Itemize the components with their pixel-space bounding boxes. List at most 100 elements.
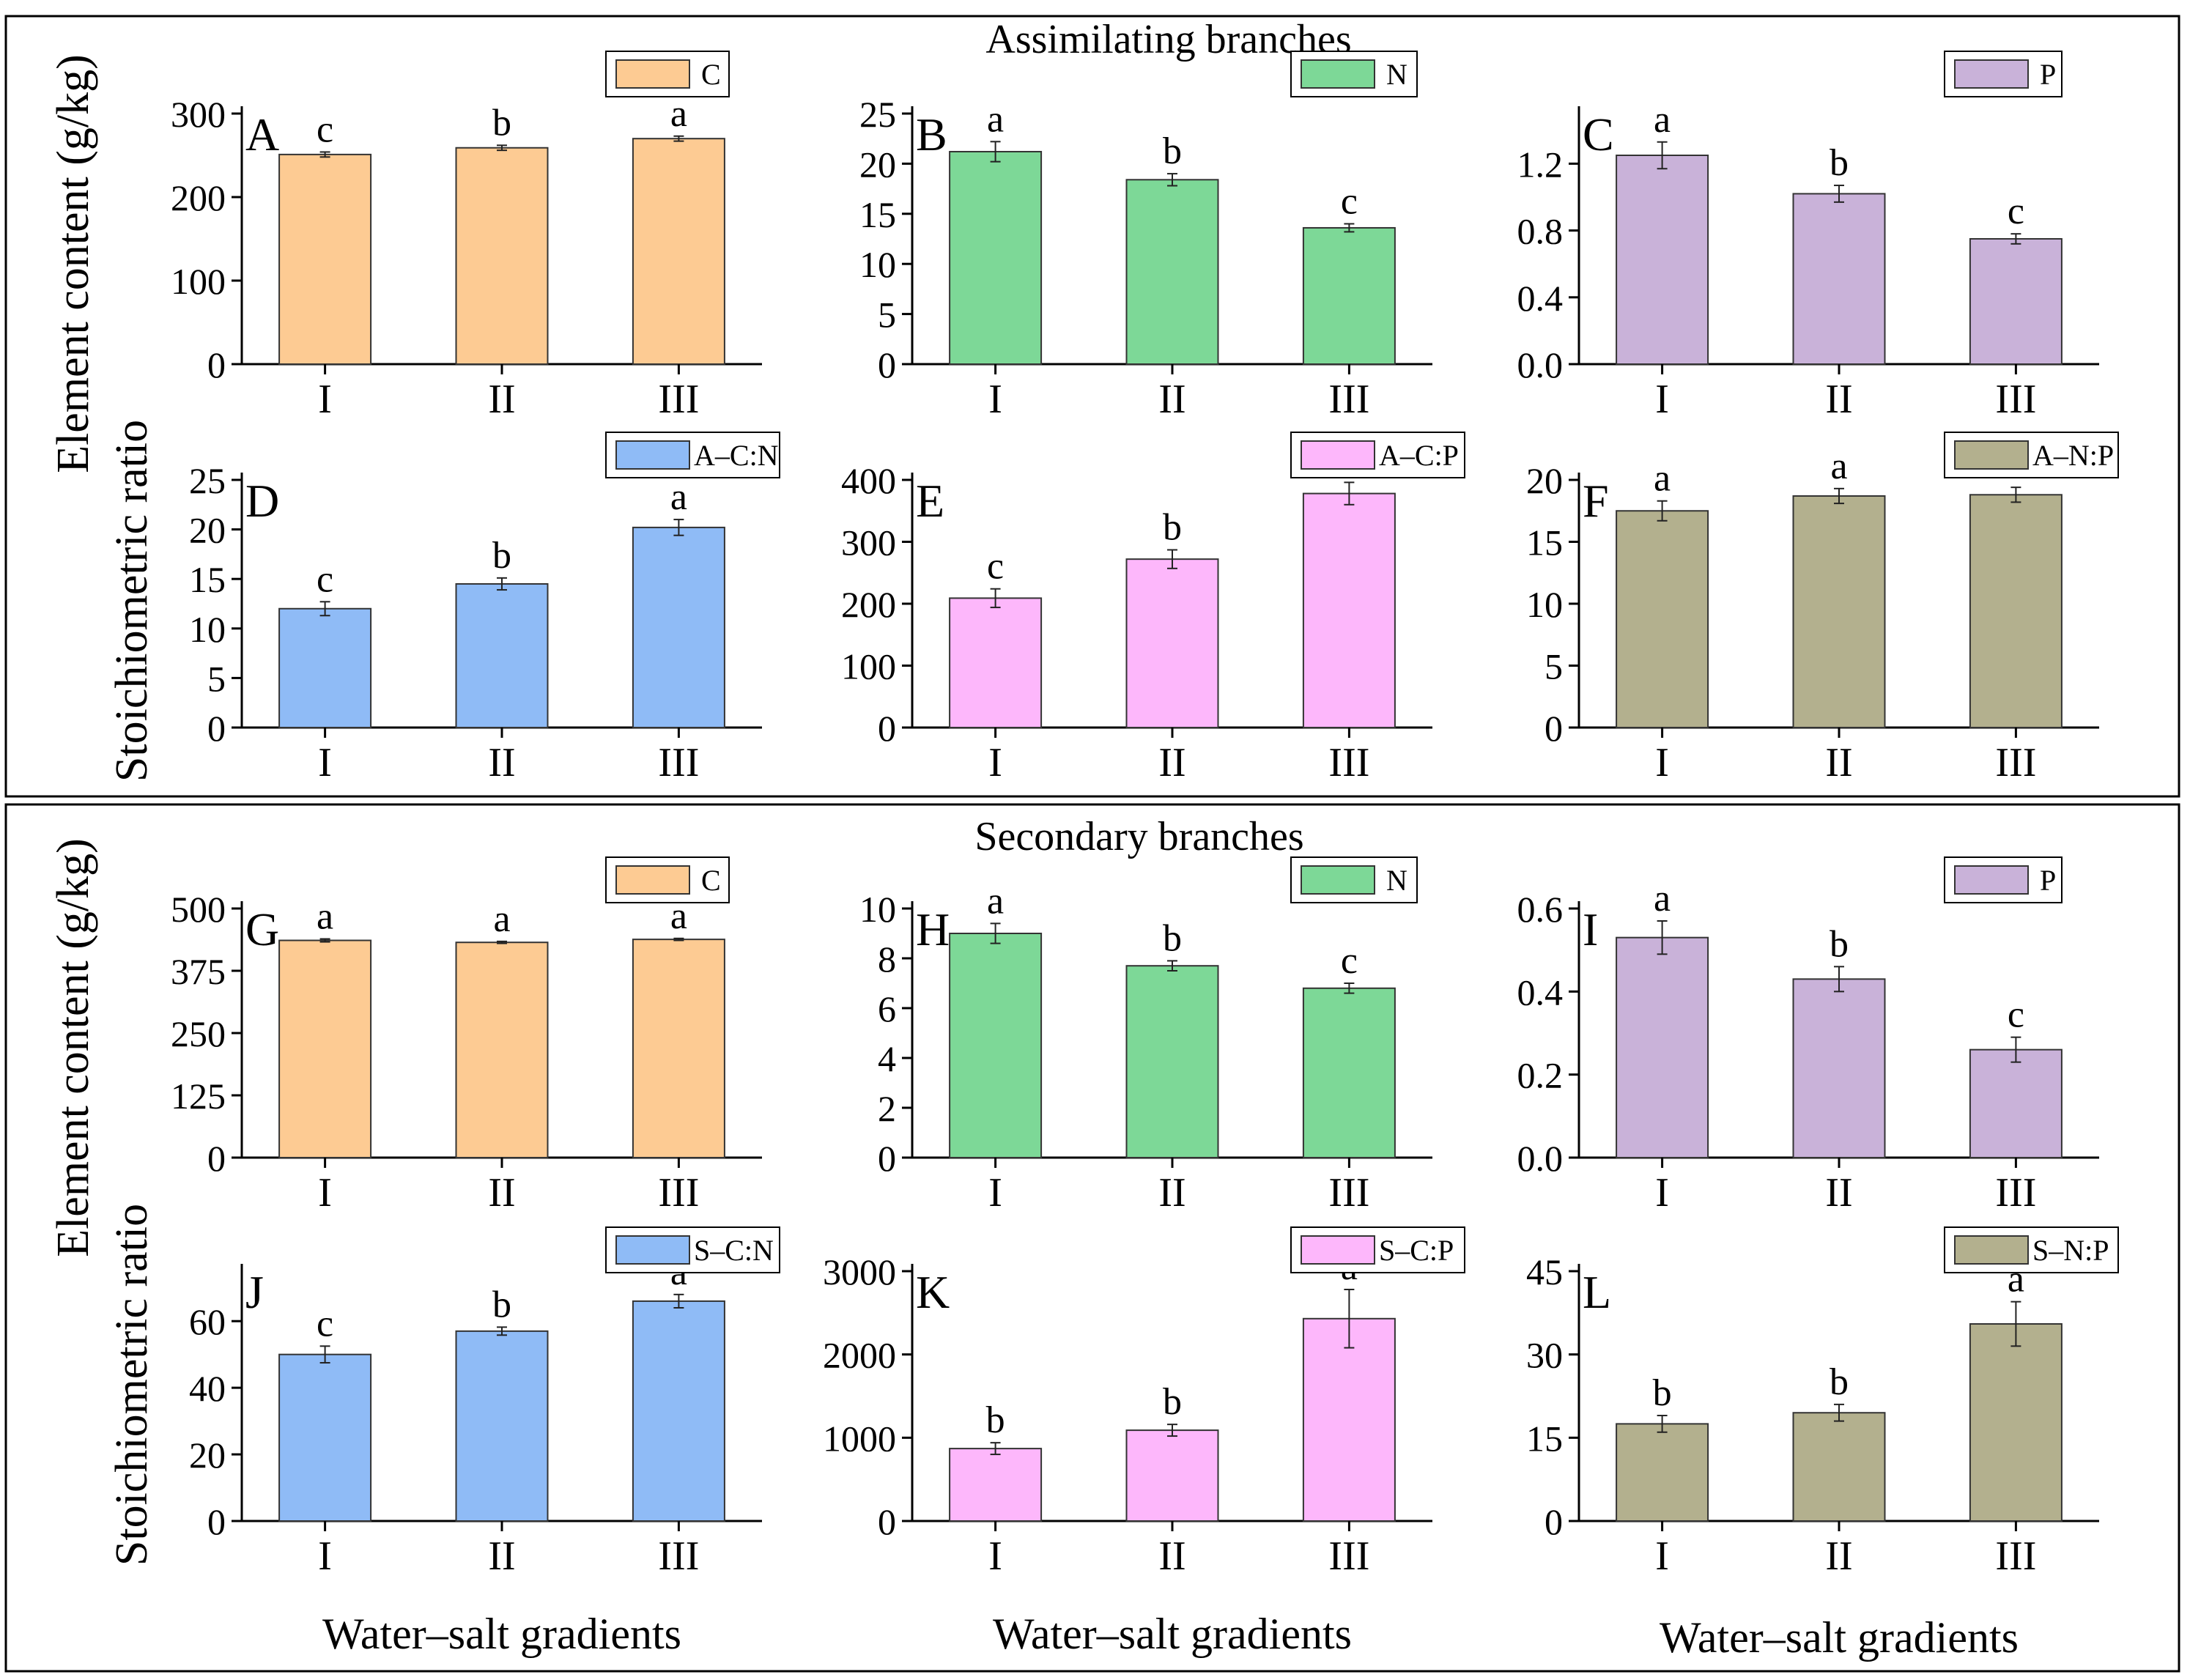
- legend-label: C: [701, 58, 721, 91]
- x-tick-label: I: [318, 1533, 332, 1579]
- panel-F: 05101520aIaIIaIIIFA–N:P: [1526, 432, 2119, 785]
- y-tick-label: 20: [859, 144, 896, 185]
- legend-swatch: [615, 1235, 690, 1265]
- x-tick-label: I: [1655, 740, 1669, 785]
- x-tick-label: II: [1825, 740, 1852, 785]
- panel-label: A: [245, 108, 279, 160]
- x-tick-label: I: [988, 740, 1002, 785]
- bar-I: [949, 597, 1043, 729]
- y-tick-label: 0.8: [1517, 211, 1564, 252]
- legend-label: S–C:N: [694, 1234, 774, 1267]
- y-tick-label: 200: [171, 177, 226, 218]
- significance-letter: b: [492, 102, 511, 144]
- y-tick-label: 0: [878, 1501, 896, 1542]
- y-tick-label: 10: [189, 609, 226, 650]
- y-tick-label: 6: [878, 988, 896, 1029]
- panel-A: 0 100 200 300 c Ib II a III A C: [171, 51, 762, 422]
- x-tick-label: II: [1825, 1533, 1852, 1579]
- x-tick-label: II: [1158, 1170, 1185, 1215]
- y-tick-label: 10: [1526, 584, 1563, 625]
- bar-II: [455, 1330, 549, 1522]
- significance-letter: a: [1830, 445, 1847, 487]
- y-tick-label: 15: [859, 194, 896, 235]
- significance-letter: a: [987, 880, 1004, 922]
- y-tick-label: 3000: [823, 1251, 896, 1292]
- significance-letter: b: [1830, 923, 1849, 965]
- y-tick-label: 375: [171, 951, 226, 992]
- significance-letter: b: [1653, 1372, 1672, 1414]
- legend-label: P: [2040, 864, 2056, 897]
- legend: A–C:P: [1290, 432, 1465, 478]
- panel-K: 0100020003000bIbIIaIIIKS–C:P: [823, 1226, 1465, 1579]
- panel-label: G: [245, 903, 279, 955]
- panel-label: J: [245, 1266, 264, 1318]
- bar-II: [1792, 495, 1886, 728]
- x-tick-label: III: [658, 1170, 699, 1215]
- y-tick-label: 0: [1545, 708, 1563, 749]
- bar-II: [455, 941, 549, 1158]
- legend: P: [1944, 856, 2063, 903]
- x-tick-label: III: [658, 377, 699, 422]
- y-tick-label: 2: [878, 1088, 896, 1129]
- y-tick-label: 5: [878, 295, 896, 336]
- x-tick-label: I: [1655, 377, 1669, 422]
- legend: N: [1290, 856, 1418, 903]
- significance-letter: b: [1830, 142, 1849, 184]
- x-tick-label: III: [1995, 1170, 2036, 1215]
- y-tick-label: 0.2: [1517, 1055, 1564, 1096]
- x-tick-label: II: [488, 1533, 515, 1579]
- bar-III: [1302, 226, 1396, 365]
- legend-label: A–N:P: [2032, 439, 2114, 472]
- y-tick-label: 10: [859, 889, 896, 930]
- x-tick-label: II: [488, 740, 515, 785]
- bar-III: [1969, 1048, 2063, 1158]
- x-tick-label: III: [658, 1533, 699, 1579]
- y-tick-label: 0: [207, 1501, 226, 1542]
- legend-swatch: [615, 865, 690, 895]
- significance-letter: a: [1654, 458, 1671, 500]
- bar-II: [1792, 193, 1886, 365]
- x-tick-label: I: [318, 377, 332, 422]
- panel-label: F: [1583, 475, 1609, 527]
- y-tick-label: 0: [878, 708, 896, 749]
- panel-label: B: [916, 108, 947, 160]
- y-tick-label: 100: [171, 261, 226, 302]
- y-tick-label: 30: [1526, 1335, 1563, 1376]
- y-tick-label: 5: [207, 658, 226, 699]
- panel-D: 0 5 10 15 20 25 c Ib II a III D A–C:N: [189, 432, 780, 785]
- y-tick-label: 200: [841, 584, 896, 625]
- x-tick-label: III: [1995, 377, 2036, 422]
- x-tick-label: I: [318, 1170, 332, 1215]
- y-tick-label: 0: [878, 344, 896, 385]
- y-tick-label: 8: [878, 939, 896, 980]
- panel-H: 0 2 4 6 8 10 a Ib II c III H N: [859, 856, 1432, 1215]
- y-tick-label: 0.6: [1517, 889, 1564, 930]
- panel-G: 0 125 250 375 500 a Ia II a III G C: [171, 856, 762, 1215]
- bar-I: [949, 1448, 1043, 1522]
- y-tick-label: 25: [859, 94, 896, 135]
- significance-letter: b: [1163, 917, 1182, 959]
- legend-swatch: [1954, 865, 2029, 895]
- y-tick-label: 0: [1545, 1501, 1563, 1542]
- y-tick-label: 500: [171, 889, 226, 930]
- significance-letter: b: [1163, 130, 1182, 172]
- bar-III: [632, 1300, 725, 1522]
- bar-II: [1125, 179, 1219, 365]
- bar-I: [949, 150, 1043, 365]
- x-label-col3: Water–salt gradients: [1660, 1613, 2019, 1662]
- bar-III: [632, 526, 725, 728]
- y-tick-label: 125: [171, 1076, 226, 1117]
- bar-I: [278, 939, 372, 1159]
- y-tick-label: 1000: [823, 1418, 896, 1459]
- bar-I: [1616, 155, 1709, 365]
- x-tick-label: III: [1328, 740, 1369, 785]
- legend-label: N: [1386, 864, 1407, 897]
- y-tick-label: 25: [189, 460, 226, 501]
- x-label-col1: Water–salt gradients: [322, 1610, 681, 1658]
- bar-I: [1616, 510, 1709, 728]
- legend-swatch: [1954, 1235, 2029, 1265]
- y-tick-label: 0.0: [1517, 344, 1564, 385]
- bar-I: [949, 933, 1043, 1158]
- panel-B: 0 5 10 15 20 25 a Ib II c III B N: [859, 51, 1432, 422]
